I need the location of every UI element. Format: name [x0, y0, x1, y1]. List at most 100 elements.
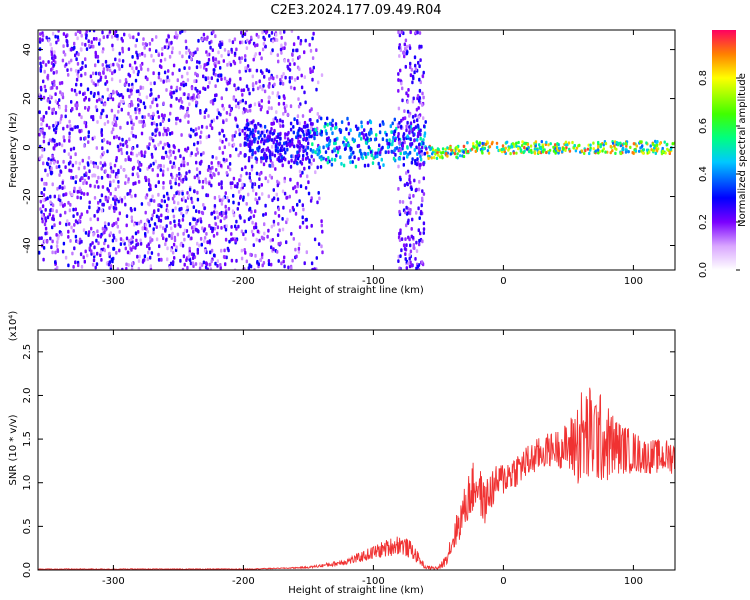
heatmap-cell — [645, 148, 649, 152]
heatmap-cell — [297, 97, 300, 101]
heatmap-cell — [157, 203, 160, 207]
heatmap-cell — [307, 180, 310, 185]
heatmap-cell — [138, 168, 142, 172]
heatmap-cell — [71, 107, 74, 111]
heatmap-cell — [303, 261, 306, 266]
heatmap-cell — [93, 196, 97, 200]
heatmap-cell — [119, 165, 123, 170]
heatmap-cell — [392, 135, 395, 140]
heatmap-cell — [272, 222, 276, 227]
heatmap-cell — [159, 58, 163, 63]
heatmap-cell — [305, 250, 308, 255]
heatmap-cell — [240, 88, 243, 93]
heatmap-cell — [131, 146, 134, 151]
heatmap-cell — [303, 120, 307, 125]
heatmap-cell — [210, 76, 213, 81]
heatmap-cell — [42, 193, 46, 197]
heatmap-cell — [251, 82, 255, 86]
heatmap-cell — [172, 161, 176, 166]
heatmap-cell — [303, 136, 306, 141]
heatmap-cell — [416, 118, 419, 123]
heatmap-cell — [43, 84, 47, 89]
heatmap-cell — [96, 54, 100, 59]
heatmap-cell — [384, 150, 387, 155]
heatmap-cell — [238, 132, 241, 137]
heatmap-cell — [169, 103, 173, 108]
heatmap-cell — [219, 138, 222, 143]
heatmap-cell — [256, 43, 259, 47]
heatmap-cell — [182, 254, 186, 259]
heatmap-cell — [316, 152, 319, 157]
heatmap-cell — [586, 147, 590, 151]
heatmap-cell — [46, 98, 49, 103]
heatmap-cell — [47, 60, 50, 64]
heatmap-cell — [149, 240, 152, 244]
heatmap-cell — [54, 92, 57, 96]
heatmap-cell — [545, 150, 548, 155]
heatmap-cell — [177, 148, 181, 153]
heatmap-cell — [219, 266, 222, 270]
heatmap-cell — [212, 253, 216, 258]
heatmap-cell — [306, 174, 309, 179]
heatmap-cell — [216, 215, 220, 220]
heatmap-cell — [162, 194, 166, 199]
heatmap-cell — [260, 159, 263, 164]
heatmap-cell — [426, 151, 429, 155]
heatmap-cell — [38, 250, 41, 255]
heatmap-cell — [466, 149, 470, 154]
heatmap-cell — [244, 108, 247, 112]
heatmap-cell — [112, 246, 115, 251]
heatmap-cell — [286, 132, 289, 137]
heatmap-cell — [235, 219, 238, 224]
heatmap-cell — [409, 142, 412, 147]
heatmap-cell — [202, 32, 206, 37]
heatmap-cell — [175, 191, 178, 196]
heatmap-cell — [239, 174, 243, 178]
heatmap-cell — [209, 226, 213, 231]
heatmap-cell — [47, 106, 51, 110]
heatmap-cell — [353, 155, 356, 160]
heatmap-cell — [41, 33, 45, 38]
heatmap-cell — [274, 167, 277, 171]
heatmap-cell — [289, 209, 292, 213]
heatmap-cell — [402, 163, 405, 167]
heatmap-cell — [88, 200, 91, 205]
heatmap-cell — [247, 192, 250, 197]
heatmap-cell — [470, 147, 474, 151]
heatmap-cell — [170, 91, 173, 95]
heatmap-cell — [290, 232, 293, 236]
heatmap-cell — [307, 128, 310, 133]
heatmap-cell — [393, 117, 396, 122]
heatmap-cell — [77, 69, 80, 74]
heatmap-cell — [214, 84, 217, 88]
heatmap-cell — [229, 154, 232, 158]
heatmap-cell — [248, 40, 251, 45]
heatmap-cell — [91, 262, 95, 267]
heatmap-cell — [162, 169, 165, 174]
heatmap-cell — [422, 161, 425, 166]
heatmap-cell — [70, 100, 73, 104]
heatmap-cell — [106, 34, 109, 39]
heatmap-cell — [150, 217, 153, 221]
heatmap-cell — [119, 142, 122, 147]
heatmap-cell — [409, 249, 413, 254]
heatmap-cell — [449, 152, 452, 156]
spectrogram-frame — [37, 29, 676, 271]
heatmap-cell — [237, 101, 240, 106]
heatmap-cell — [57, 30, 60, 33]
heatmap-cell — [300, 85, 304, 90]
heatmap-cell — [286, 217, 289, 222]
heatmap-cell — [321, 250, 324, 255]
heatmap-cell — [130, 267, 134, 270]
heatmap-cell — [305, 132, 308, 137]
heatmap-cell — [405, 181, 409, 186]
heatmap-cell — [44, 216, 47, 221]
heatmap-cell — [69, 202, 72, 207]
heatmap-cell — [108, 174, 112, 179]
heatmap-cell — [196, 250, 199, 255]
heatmap-cell — [388, 138, 391, 143]
heatmap-cell — [272, 188, 275, 192]
heatmap-cell — [221, 151, 225, 155]
heatmap-cell — [207, 164, 211, 169]
